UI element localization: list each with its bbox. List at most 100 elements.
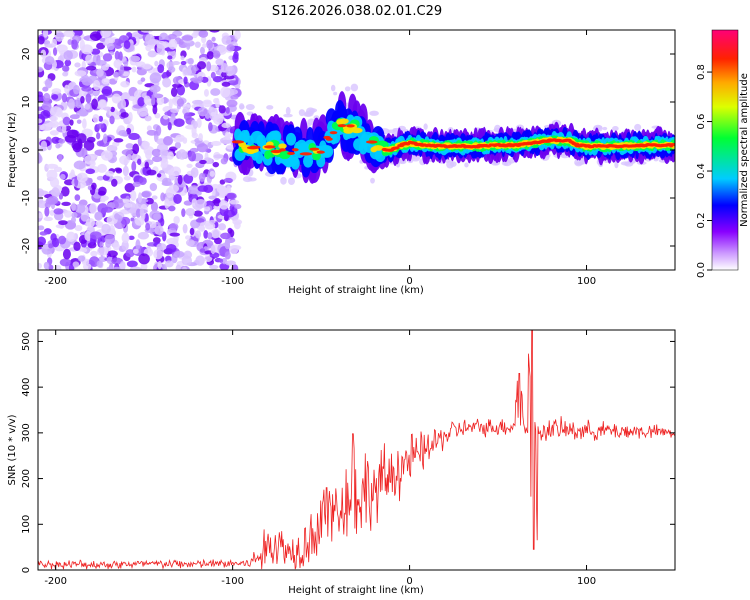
colorbar-label: Normalized spectral amplitude <box>739 73 750 227</box>
heatmap-noise-blob <box>81 247 88 253</box>
heatmap-noise-blob <box>42 86 49 92</box>
heatmap-noise-blob <box>74 225 83 232</box>
heatmap-noise-blob <box>92 114 100 123</box>
heatmap-faint-blob <box>330 84 336 92</box>
heatmap-noise-blob <box>145 222 151 231</box>
heatmap-noise-blob <box>64 210 72 218</box>
heatmap-noise-blob <box>48 264 54 270</box>
heatmap-noise-blob <box>151 148 162 157</box>
heatmap-noise-blob <box>97 163 108 173</box>
heatmap-noise-blob <box>163 135 174 146</box>
heatmap-noise-blob <box>43 261 50 270</box>
heatmap-noise-blob <box>156 96 165 106</box>
heatmap-noise-blob <box>167 55 173 60</box>
heatmap-ridge-blob <box>321 145 334 158</box>
heatmap-noise-blob <box>123 60 129 67</box>
heatmap-noise-blob <box>125 249 135 258</box>
heatmap-noise-blob <box>120 112 129 118</box>
heatmap-noise-blob <box>110 106 115 113</box>
heatmap-noise-blob <box>44 202 51 208</box>
heatmap-noise-blob <box>185 239 195 247</box>
heatmap-noise-blob <box>172 137 185 143</box>
y-tick-label: 10 <box>21 96 32 109</box>
heatmap-ridge-blob <box>339 118 349 124</box>
heatmap-noise-blob <box>141 141 150 149</box>
heatmap-noise-blob <box>76 119 82 124</box>
heatmap-noise-blob <box>149 72 162 84</box>
heatmap-faint-blob <box>333 91 338 96</box>
heatmap-noise-blob <box>145 197 154 205</box>
heatmap-noise-blob <box>210 244 216 255</box>
heatmap-noise-blob <box>86 136 96 143</box>
x-tick-label: 100 <box>577 576 596 587</box>
heatmap-noise-blob <box>196 143 209 153</box>
heatmap-noise-blob <box>203 89 209 97</box>
heatmap-noise-blob <box>218 200 229 210</box>
heatmap-noise-blob <box>132 181 141 188</box>
heatmap-noise-blob <box>111 178 118 187</box>
heatmap-noise-blob <box>137 158 142 165</box>
heatmap-noise-blob <box>220 62 229 73</box>
heatmap-noise-blob <box>165 187 174 198</box>
heatmap-noise-blob <box>119 64 125 76</box>
heatmap-noise-blob <box>120 99 127 110</box>
heatmap-noise-blob <box>173 250 185 258</box>
heatmap-noise-blob <box>142 63 152 70</box>
y-tick-label: -10 <box>21 190 32 206</box>
y-tick-label: -20 <box>21 238 32 254</box>
spectrogram-x-axis: -200 -100 0 100 <box>44 30 596 287</box>
heatmap-noise-blob <box>140 30 153 33</box>
heatmap-noise-blob <box>102 133 108 144</box>
heatmap-noise-blob <box>221 122 231 128</box>
heatmap-faint-blob <box>304 110 314 117</box>
heatmap-noise-blob <box>156 173 162 178</box>
heatmap-noise-blob <box>47 196 59 205</box>
heatmap-noise-blob <box>176 98 185 107</box>
colorbar-tick-label: 0.2 <box>696 213 707 229</box>
heatmap-noise-blob <box>162 41 169 47</box>
heatmap-ridge-blob <box>299 152 313 156</box>
heatmap-noise-blob <box>40 49 47 58</box>
heatmap-faint-blob <box>423 123 428 130</box>
heatmap-noise-blob <box>96 140 105 147</box>
heatmap-noise-blob <box>210 71 216 79</box>
heatmap-faint-blob <box>614 161 619 169</box>
heatmap-noise-blob <box>200 46 205 55</box>
heatmap-noise-blob <box>212 161 220 168</box>
heatmap-noise-blob <box>101 64 109 71</box>
heatmap-noise-blob <box>53 208 64 215</box>
heatmap-noise-blob <box>148 38 160 45</box>
heatmap-noise-blob <box>191 99 204 105</box>
heatmap-noise-blob <box>40 109 51 119</box>
heatmap-noise-blob <box>175 264 182 270</box>
heatmap-noise-blob <box>194 41 201 48</box>
heatmap-noise-blob <box>137 97 145 107</box>
heatmap-noise-blob <box>181 35 194 41</box>
heatmap-noise-blob <box>166 151 174 160</box>
heatmap-noise-blob <box>38 188 45 198</box>
heatmap-noise-blob <box>188 185 200 195</box>
heatmap-noise-blob <box>51 237 60 248</box>
spectrogram-x-label: Height of straight line (km) <box>288 285 424 296</box>
heatmap-noise-blob <box>169 222 179 231</box>
heatmap-ridge-blob <box>290 156 300 170</box>
colorbar-ticks: 0.0 0.2 0.4 0.6 0.8 <box>696 64 712 278</box>
heatmap-noise-blob <box>181 208 186 218</box>
y-tick-label: 400 <box>21 378 32 397</box>
snr-y-axis: 0 100 200 300 400 500 <box>21 332 675 573</box>
heatmap-noise-blob <box>177 149 187 160</box>
heatmap-noise-blob <box>84 103 91 110</box>
heatmap-noise-blob <box>151 93 164 99</box>
heatmap-noise-blob <box>97 190 106 196</box>
heatmap-noise-blob <box>154 225 164 235</box>
heatmap-noise-blob <box>183 76 188 85</box>
heatmap-noise-blob <box>120 80 130 88</box>
heatmap-noise-blob <box>180 55 185 61</box>
x-tick-label: 0 <box>406 576 412 587</box>
heatmap-noise-blob <box>111 93 121 104</box>
heatmap-noise-blob <box>199 221 205 231</box>
heatmap-noise-blob <box>203 108 208 115</box>
heatmap-noise-blob <box>89 203 97 214</box>
spectrogram-y-label: Frequency (Hz) <box>7 112 18 188</box>
heatmap-noise-blob <box>62 248 71 260</box>
